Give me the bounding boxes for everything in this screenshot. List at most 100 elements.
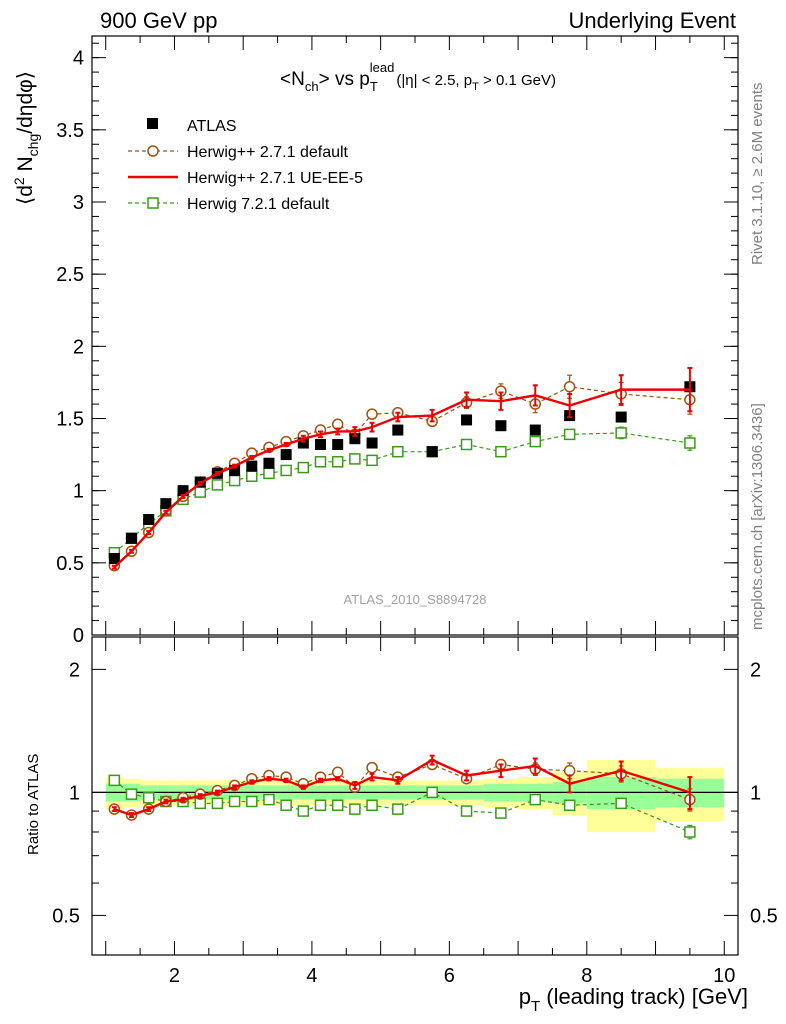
- legend-symbol-herwig-default-marker: [147, 145, 159, 157]
- main-marker-herwig7-default: [684, 437, 696, 449]
- ratio-marker-herwig7-default: [392, 803, 404, 815]
- main-marker-herwig7-default: [331, 456, 344, 468]
- ratio-marker-herwig7-default: [615, 797, 627, 810]
- main-y-tick-label: 0.5: [56, 553, 84, 575]
- ratio-marker-herwig7-default: [263, 793, 275, 806]
- ratio-marker-herwig7-default: [426, 786, 438, 799]
- main-marker-herwig7-default: [297, 461, 310, 474]
- ratio-marker-herwig7-default: [331, 799, 344, 812]
- main-marker-herwig7-default: [280, 464, 292, 477]
- ratio-line-herwig-default: [114, 763, 691, 816]
- ratio-marker-herwig7-default: [280, 799, 292, 812]
- ratio-marker-herwig7-default: [142, 792, 155, 804]
- legend-label-herwig7-default: Herwig 7.2.1 default: [187, 196, 330, 213]
- ratio-marker-herwig7-default: [125, 788, 138, 800]
- labels: 900 GeV pp Underlying Event <Nch> vs pTl…: [11, 8, 766, 1015]
- ratio-marker-herwig-default: [563, 764, 576, 777]
- ratio-marker-herwig7-default: [495, 807, 507, 819]
- main-marker-atlas: [177, 485, 189, 497]
- main-marker-atlas: [315, 438, 327, 450]
- main-title: <Nch> vs pTlead(|η| < 2.5, pT > 0.1 GeV): [280, 60, 556, 94]
- main-marker-atlas: [263, 457, 275, 469]
- legend: ATLAS Herwig++ 2.7.1 default Herwig++ 2.…: [128, 118, 363, 213]
- ratio-marker-herwig-default: [366, 761, 378, 774]
- main-marker-herwig7-default: [366, 454, 378, 467]
- ratio-marker-herwig7-default: [228, 795, 241, 808]
- main-marker-atlas: [108, 553, 120, 565]
- main-y-tick-label: 1: [73, 481, 84, 503]
- legend-symbol-herwig7-marker: [147, 197, 159, 209]
- axis-ticks: 0 0.5 1 1.5 2 2.5 3 3.5 4 2 4 6 8 10 0.5 1 2 0.5 1 2: [52, 36, 778, 987]
- main-y-tick-label: 4: [73, 48, 84, 70]
- main-marker-atlas: [280, 449, 292, 461]
- analysis-id-label: ATLAS_2010_S8894728: [344, 592, 487, 607]
- main-marker-atlas: [426, 446, 438, 458]
- main-y-tick-label: 3: [73, 192, 84, 214]
- main-marker-herwig7-default: [314, 456, 327, 468]
- main-marker-herwig7-default: [615, 427, 627, 439]
- ratio-marker-herwig7-default: [246, 795, 258, 808]
- main-marker-herwig7-default: [211, 479, 224, 491]
- main-marker-herwig7-default: [263, 467, 275, 480]
- header-left: 900 GeV pp: [100, 8, 217, 33]
- main-marker-atlas: [332, 438, 344, 450]
- ratio-y-tick-label-right: 2: [750, 659, 761, 681]
- main-marker-herwig7-default: [194, 486, 206, 498]
- ratio-y-tick-label-left: 0.5: [52, 905, 80, 927]
- main-marker-herwig-default: [563, 380, 576, 393]
- main-y-tick-label: 2.5: [56, 264, 84, 286]
- ratio-marker-herwig7-default: [366, 799, 378, 812]
- main-marker-atlas: [349, 433, 361, 445]
- data-series: [108, 366, 696, 840]
- main-marker-atlas: [246, 460, 258, 472]
- ratio-marker-herwig7-default: [460, 805, 473, 817]
- ratio-y-tick-label-left: 2: [69, 659, 80, 681]
- main-y-tick-label: 2: [73, 336, 84, 358]
- main-marker-herwig7-default: [349, 453, 361, 465]
- ratio-line-herwig-ue-ee-5: [113, 758, 691, 817]
- ratio-y-tick-label-right: 1: [750, 782, 761, 804]
- main-marker-atlas: [529, 424, 541, 436]
- legend-label-atlas: ATLAS: [187, 118, 237, 135]
- main-y-tick-label: 3.5: [56, 120, 84, 142]
- header-right: Underlying Event: [568, 8, 736, 33]
- ratio-marker-herwig7-default: [529, 793, 542, 806]
- ratio-y-tick-label-left: 1: [69, 782, 80, 804]
- main-y-tick-label: 0: [73, 625, 84, 647]
- ratio-marker-herwig7-default: [563, 799, 576, 812]
- main-marker-herwig7-default: [495, 445, 507, 458]
- main-marker-atlas: [366, 437, 378, 449]
- main-y-tick-label: 1.5: [56, 408, 84, 430]
- main-marker-atlas: [392, 424, 404, 436]
- ratio-marker-herwig7-default: [297, 805, 310, 817]
- main-marker-atlas: [160, 498, 172, 510]
- x-tick-label: 8: [581, 965, 592, 987]
- ratio-marker-herwig7-default: [349, 803, 361, 815]
- main-marker-atlas: [297, 437, 309, 449]
- main-line-herwig-ue-ee-5: [113, 388, 690, 569]
- main-marker-herwig7-default: [228, 474, 241, 487]
- ratio-marker-herwig7-default: [684, 826, 696, 838]
- main-marker-atlas: [461, 414, 473, 426]
- ratio-marker-herwig7-default: [314, 799, 327, 812]
- main-marker-atlas: [615, 411, 627, 423]
- main-marker-atlas: [495, 420, 507, 432]
- legend-symbol-atlas: [147, 118, 158, 129]
- main-marker-herwig7-default: [529, 435, 542, 448]
- main-marker-atlas: [229, 464, 241, 476]
- y-axis-label-main: ⟨d2 Nchg/dηdφ⟩: [11, 71, 41, 205]
- x-tick-label: 2: [169, 965, 180, 987]
- main-marker-atlas: [126, 532, 138, 544]
- x-tick-label: 6: [444, 965, 455, 987]
- y-axis-label-ratio: Ratio to ATLAS: [25, 754, 42, 855]
- x-axis-label: pT (leading track) [GeV]: [519, 984, 748, 1015]
- main-marker-herwig7-default: [246, 470, 258, 482]
- main-marker-atlas: [143, 514, 155, 526]
- side-label-mcplots: mcplots.cern.ch [arXiv:1306.3436]: [749, 403, 766, 630]
- main-marker-herwig7-default: [563, 428, 576, 441]
- x-tick-label: 10: [713, 965, 735, 987]
- side-label-rivet: Rivet 3.1.10, ≥ 2.6M events: [749, 83, 766, 266]
- ratio-marker-herwig-default: [331, 766, 344, 779]
- legend-label-herwig-default: Herwig++ 2.7.1 default: [187, 144, 349, 161]
